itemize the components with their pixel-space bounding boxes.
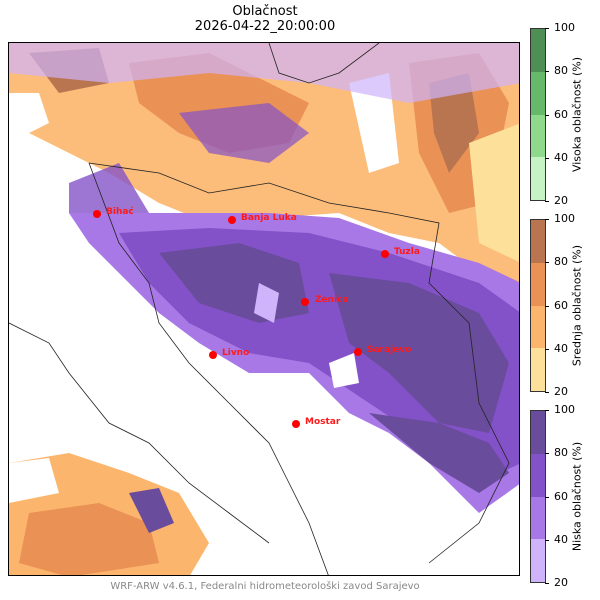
colorbar-tick: 20 (545, 385, 568, 398)
colorbar-tick: 80 (545, 446, 568, 459)
city-marker-bihac (93, 210, 101, 218)
city-marker-zenica (301, 298, 309, 306)
map-title: Oblačnost (232, 4, 298, 19)
colorbar-segment (531, 411, 545, 454)
colorbar-label-low: Niska oblačnost (%) (570, 441, 584, 552)
colorbar-low-cloud (530, 410, 546, 583)
city-marker-sarajevo (354, 348, 362, 356)
city-label-mostar: Mostar (305, 417, 341, 427)
colorbar-tick: 20 (545, 194, 568, 207)
colorbar-segment (531, 539, 545, 582)
colorbar-segment (531, 348, 545, 391)
city-marker-banja-luka (228, 216, 236, 224)
cloud-field (9, 43, 519, 575)
city-label-zenica: Zenica (315, 295, 349, 305)
colorbar-label-high: Visoka oblačnost (%) (570, 56, 584, 173)
city-label-banja-luka: Banja Luka (241, 213, 297, 223)
colorbar-tick: 100 (545, 212, 575, 225)
colorbar-tick: 100 (545, 21, 575, 34)
city-label-sarajevo: Sarajevo (367, 345, 412, 355)
colorbar-segment (531, 262, 545, 306)
colorbar-tick: 60 (545, 490, 568, 503)
city-marker-tuzla (381, 250, 389, 258)
colorbar-segment (531, 157, 545, 200)
colorbar-tick: 80 (545, 255, 568, 268)
city-label-tuzla: Tuzla (394, 247, 420, 257)
colorbar-segment (531, 220, 545, 263)
footer-credit: WRF-ARW v4.6.1, Federalni hidrometeorolo… (110, 581, 420, 592)
colorbar-tick: 60 (545, 108, 568, 121)
colorbar-high-cloud (530, 28, 546, 201)
colorbar-tick: 100 (545, 403, 575, 416)
colorbar-tick: 40 (545, 342, 568, 355)
colorbar-label-mid: Srednja oblačnost (%) (570, 244, 584, 367)
map-datetime: 2026-04-22_20:00:00 (194, 19, 336, 34)
colorbar-tick: 20 (545, 576, 568, 589)
colorbar-mid-cloud (530, 219, 546, 392)
colorbar-tick: 80 (545, 64, 568, 77)
city-label-livno: Livno (222, 348, 250, 358)
colorbar-segment (531, 29, 545, 72)
city-label-bihac: Bihać (106, 207, 134, 217)
colorbar-tick: 40 (545, 151, 568, 164)
colorbar-segment (531, 496, 545, 540)
colorbar-segment (531, 71, 545, 115)
city-marker-mostar (292, 420, 300, 428)
colorbar-tick: 60 (545, 299, 568, 312)
colorbar-tick: 40 (545, 533, 568, 546)
colorbar-segment (531, 453, 545, 497)
cloud-cover-map (8, 42, 520, 576)
city-marker-livno (209, 351, 217, 359)
colorbar-segment (531, 305, 545, 349)
colorbar-segment (531, 114, 545, 158)
